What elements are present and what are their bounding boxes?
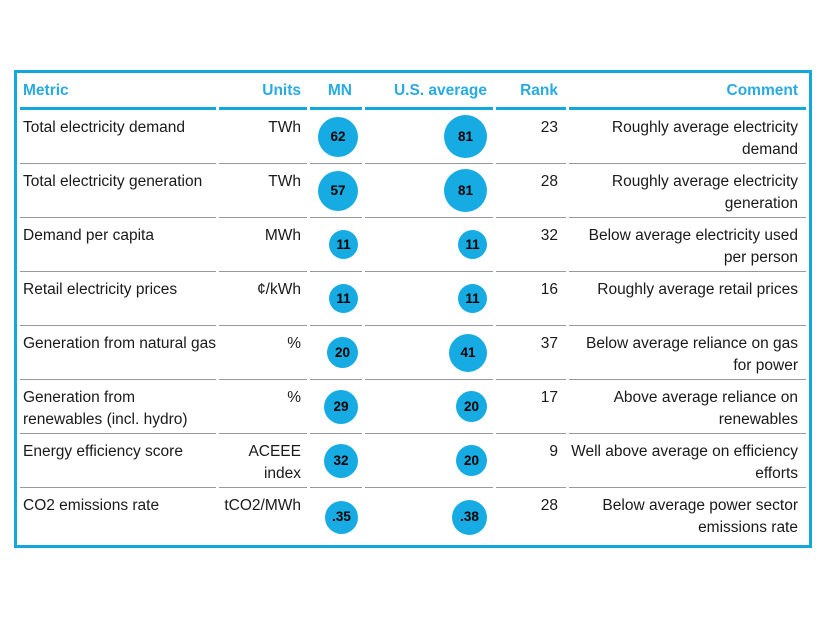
table-row: Energy efficiency score ACEEE index 32 2… (20, 434, 806, 488)
mn-bubble-cell: .35 (310, 488, 362, 546)
header-mn: MN (310, 73, 362, 110)
header-comment: Comment (569, 73, 806, 110)
metric-cell: Retail electricity prices (20, 272, 216, 326)
mn-value-bubble: 11 (329, 284, 358, 313)
rank-cell: 32 (496, 218, 566, 272)
header-rank: Rank (496, 73, 566, 110)
metric-cell: CO2 emissions rate (23, 497, 160, 514)
us-bubble-cell: .38 (365, 488, 493, 546)
mn-value-bubble: 62 (318, 116, 358, 157)
units-cell: tCO2/MWh (224, 497, 301, 514)
metrics-table: Metric Units MN U.S. average Rank Commen… (17, 73, 809, 546)
us-value-bubble: 81 (444, 115, 487, 158)
mn-value-bubble: 11 (329, 230, 358, 259)
us-value-bubble: 81 (444, 169, 487, 212)
metric-cell: Demand per capita (20, 218, 216, 272)
mn-value-bubble: 57 (318, 170, 358, 211)
us-bubble-cell: 20 (365, 434, 493, 488)
units-cell: % (219, 326, 307, 380)
metrics-table-frame: Metric Units MN U.S. average Rank Commen… (14, 70, 812, 548)
us-value-bubble: 11 (458, 284, 487, 313)
mn-bubble-cell: 32 (310, 434, 362, 488)
metric-cell: Total electricity demand (20, 110, 216, 164)
mn-bubble-cell: 62 (310, 110, 362, 164)
header-us-average: U.S. average (365, 73, 493, 110)
header-metric: Metric (20, 73, 216, 110)
us-value-bubble: 41 (449, 333, 487, 372)
mn-bubble-cell: 11 (310, 218, 362, 272)
us-value-bubble: 20 (456, 391, 487, 422)
rank-cell: 9 (496, 434, 566, 488)
mn-value-bubble: 32 (324, 443, 358, 478)
metric-cell: Generation from renewables (incl. hydro) (20, 380, 216, 434)
metric-cell: Energy efficiency score (20, 434, 216, 488)
comment-cell: Below average reliance on gas for power (569, 326, 806, 380)
us-bubble-cell: 20 (365, 380, 493, 434)
us-value-bubble: 20 (456, 445, 487, 476)
units-cell: TWh (219, 164, 307, 218)
rank-cell: 23 (496, 110, 566, 164)
rank-cell: 37 (496, 326, 566, 380)
comment-cell: Roughly average electricity generation (569, 164, 806, 218)
mn-bubble-cell: 20 (310, 326, 362, 380)
units-cell: % (219, 380, 307, 434)
rank-cell: 17 (496, 380, 566, 434)
rank-cell: 28 (496, 164, 566, 218)
units-cell: MWh (219, 218, 307, 272)
comment-cell: Above average reliance on renewables (569, 380, 806, 434)
comment-cell: Well above average on efficiency efforts (569, 434, 806, 488)
comment-cell: Roughly average electricity demand (569, 110, 806, 164)
comment-cell: Below average electricity used per perso… (569, 218, 806, 272)
mn-value-bubble: 29 (324, 389, 358, 424)
table-row: Generation from renewables (incl. hydro)… (20, 380, 806, 434)
metric-cell: Total electricity generation (20, 164, 216, 218)
us-bubble-cell: 81 (365, 110, 493, 164)
table-row: Demand per capita MWh 11 11 32 Below ave… (20, 218, 806, 272)
comment-cell: Roughly average retail prices (569, 272, 806, 326)
us-value-bubble: 11 (458, 230, 487, 259)
mn-value-bubble: 20 (327, 337, 358, 368)
comment-cell: Below average power sector emissions rat… (602, 497, 798, 536)
header-units: Units (219, 73, 307, 110)
us-bubble-cell: 11 (365, 272, 493, 326)
units-cell: ACEEE index (219, 434, 307, 488)
mn-bubble-cell: 29 (310, 380, 362, 434)
table-header-row: Metric Units MN U.S. average Rank Commen… (20, 73, 806, 110)
table-row: Total electricity demand TWh 62 81 23 Ro… (20, 110, 806, 164)
us-value-bubble: .38 (452, 499, 487, 535)
metric-cell: Generation from natural gas (20, 326, 216, 380)
rank-cell: 28 (540, 497, 558, 514)
units-cell: ¢/kWh (219, 272, 307, 326)
us-bubble-cell: 41 (365, 326, 493, 380)
units-cell: TWh (219, 110, 307, 164)
rank-cell: 16 (496, 272, 566, 326)
us-bubble-cell: 11 (365, 218, 493, 272)
table-row: Generation from natural gas % 20 41 37 B… (20, 326, 806, 380)
mn-bubble-cell: 57 (310, 164, 362, 218)
table-row: Retail electricity prices ¢/kWh 11 11 16… (20, 272, 806, 326)
mn-value-bubble: .35 (325, 500, 358, 534)
table-row: Total electricity generation TWh 57 81 2… (20, 164, 806, 218)
table-row: CO2 emissions rate tCO2/MWh .35 .38 28 B… (20, 488, 806, 546)
us-bubble-cell: 81 (365, 164, 493, 218)
mn-bubble-cell: 11 (310, 272, 362, 326)
